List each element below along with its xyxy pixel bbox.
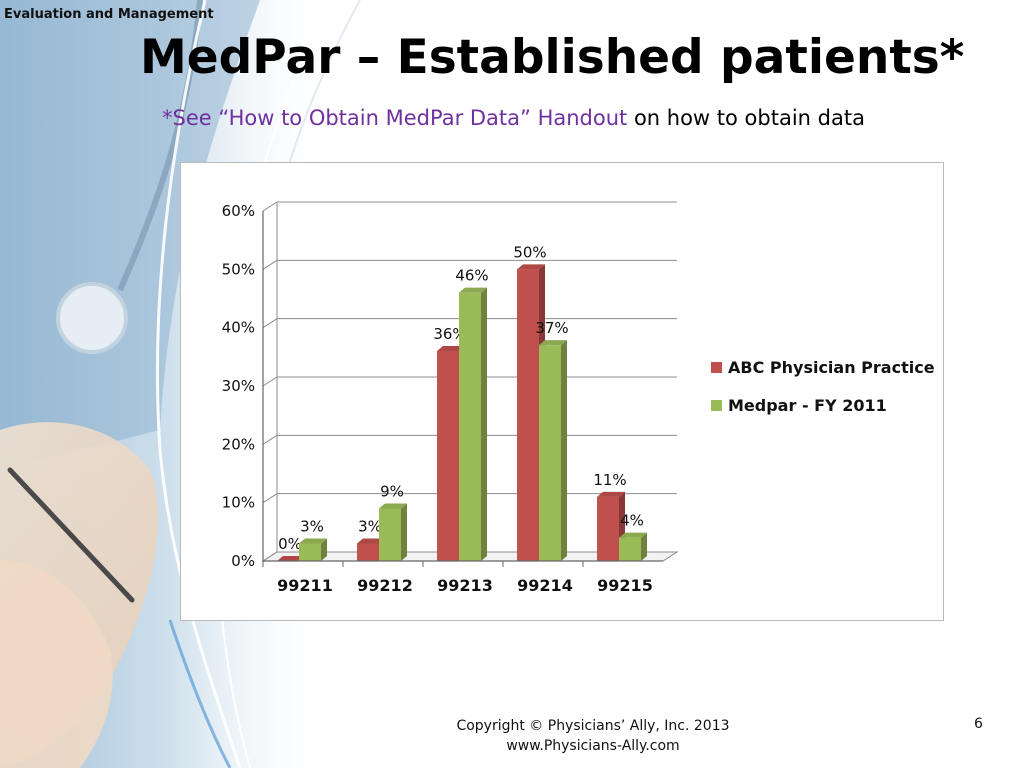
gridline-side — [262, 493, 278, 504]
bar-top — [437, 346, 465, 351]
data-label: 46% — [455, 267, 488, 285]
legend-label: Medpar - FY 2011 — [728, 396, 887, 415]
bar-side — [481, 287, 487, 561]
bar-side — [321, 538, 327, 561]
slide-subtitle: *See “How to Obtain MedPar Data” Handout… — [162, 106, 1002, 130]
x-category-label: 99213 — [437, 576, 493, 595]
website-text: www.Physicians-Ally.com — [506, 738, 680, 754]
x-category-label: 99211 — [277, 576, 333, 595]
legend-label: ABC Physician Practice — [728, 358, 935, 377]
bar-top — [379, 503, 407, 509]
bar-chart: 0%10%20%30%40%50%60%992110%3%992123%9%99… — [222, 201, 935, 595]
gridline-side — [262, 318, 278, 329]
bar-medpar — [619, 537, 641, 561]
bar-abc-practice — [517, 269, 539, 561]
footer: Copyright © Physicians’ Ally, Inc. 2013 … — [430, 716, 756, 756]
bar-abc-practice — [437, 351, 459, 561]
data-label: 36% — [433, 325, 466, 343]
copyright-text: Copyright © Physicians’ Ally, Inc. 2013 — [456, 718, 730, 734]
bar-abc-practice — [357, 543, 379, 561]
bar-medpar — [379, 508, 401, 561]
bar-top — [619, 532, 647, 538]
data-label: 4% — [620, 512, 644, 530]
legend-swatch — [711, 400, 722, 411]
bar-top — [357, 538, 385, 544]
section-label: Evaluation and Management — [4, 7, 214, 22]
bar-side — [641, 532, 647, 561]
gridline-side — [262, 201, 278, 212]
data-label: 50% — [513, 243, 546, 261]
chart-container: 0% 10% 20% 30% 40% 50% 60% 99211 0% 3% 99212 3% 9% 99… — [180, 162, 944, 621]
bar-top — [597, 491, 625, 497]
x-category-label: 99215 — [597, 576, 653, 595]
bar-medpar — [299, 543, 321, 561]
bar-top — [299, 538, 327, 544]
page-number: 6 — [974, 716, 983, 732]
gridline-side — [262, 259, 278, 270]
gridline-side — [262, 376, 278, 387]
y-tick-label: 10% — [222, 494, 255, 512]
data-label: 3% — [358, 518, 382, 536]
y-tick-label: 30% — [222, 377, 255, 395]
y-tick-label: 40% — [222, 319, 255, 337]
y-tick-label: 60% — [222, 202, 255, 220]
gridline-side — [262, 551, 278, 562]
handout-link[interactable]: *See “How to Obtain MedPar Data” Handout — [162, 106, 628, 130]
bar-top — [539, 340, 567, 346]
bar-medpar — [459, 292, 481, 561]
x-category-label: 99212 — [357, 576, 413, 595]
x-category-label: 99214 — [517, 576, 573, 595]
data-label: 9% — [380, 483, 404, 501]
bar-medpar — [539, 345, 561, 561]
data-label: 0% — [278, 535, 302, 553]
y-tick-label: 0% — [231, 552, 255, 570]
legend-swatch — [711, 362, 722, 373]
bar-top — [277, 556, 305, 561]
gridline-side — [262, 434, 278, 445]
slide-title: MedPar – Established patients* — [140, 30, 965, 85]
y-tick-label: 50% — [222, 260, 255, 278]
bar-abc-practice — [597, 496, 619, 561]
data-label: 11% — [593, 471, 626, 489]
data-label: 3% — [300, 518, 324, 536]
bar-top — [459, 287, 487, 293]
y-tick-label: 20% — [222, 435, 255, 453]
subtitle-text: on how to obtain data — [627, 106, 865, 130]
bar-side — [561, 340, 567, 561]
data-label: 37% — [535, 319, 568, 337]
bar-side — [401, 503, 407, 561]
bar-top — [517, 264, 545, 270]
